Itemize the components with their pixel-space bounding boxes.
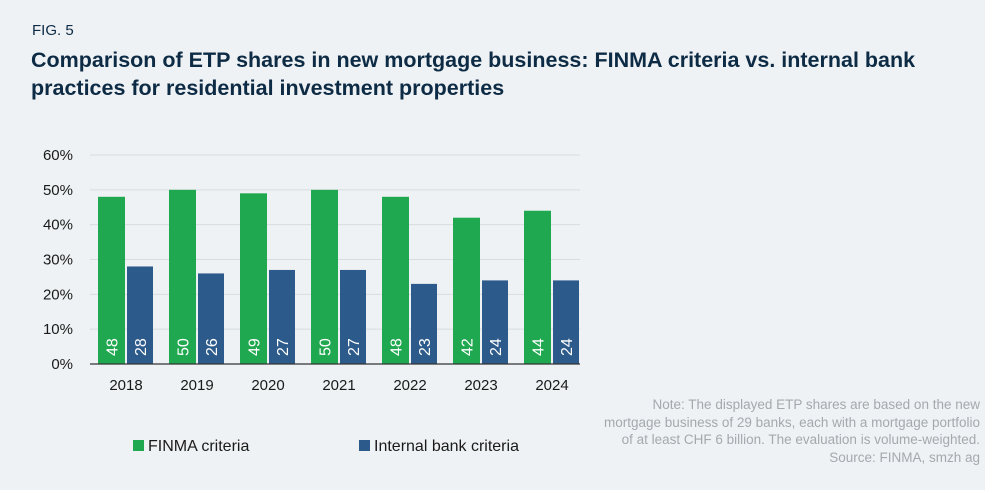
data-label: 23 <box>417 338 434 356</box>
x-tick-label: 2020 <box>251 377 284 394</box>
x-tick-label: 2023 <box>464 377 497 394</box>
note-line: Note: The displayed ETP shares are based… <box>652 397 980 412</box>
bar-internal <box>553 280 579 364</box>
bar-finma <box>311 189 338 364</box>
chart-panel <box>0 0 985 490</box>
legend-label: Internal bank criteria <box>374 438 519 455</box>
bar-finma <box>453 217 480 364</box>
chart-title: Comparison of ETP shares in new mortgage… <box>31 48 916 100</box>
chart-note: Note: The displayed ETP shares are based… <box>560 396 980 466</box>
bar-finma <box>98 196 125 364</box>
y-tick-label: 30% <box>43 252 73 269</box>
x-tick-label: 2024 <box>535 377 568 394</box>
y-tick-label: 60% <box>43 147 73 164</box>
bar-internal <box>127 266 153 364</box>
bar-finma <box>240 193 267 364</box>
data-label: 50 <box>318 338 335 356</box>
data-label: 28 <box>133 338 150 356</box>
bar-internal <box>340 269 366 364</box>
bar-internal <box>269 269 295 364</box>
legend-swatch <box>359 440 370 451</box>
bar-internal <box>198 273 224 364</box>
bar-finma <box>524 210 551 364</box>
data-label: 26 <box>204 338 221 356</box>
y-tick-label: 10% <box>43 321 73 338</box>
x-tick-label: 2021 <box>322 377 355 394</box>
bar-finma <box>382 196 409 364</box>
y-tick-label: 40% <box>43 217 73 234</box>
x-tick-label: 2018 <box>109 377 142 394</box>
data-label: 49 <box>247 338 264 356</box>
data-label: 42 <box>460 338 477 356</box>
data-label: 24 <box>559 338 576 356</box>
data-label: 48 <box>389 338 406 356</box>
data-label: 27 <box>346 338 363 356</box>
x-tick-label: 2022 <box>393 377 426 394</box>
y-tick-label: 0% <box>51 356 73 373</box>
legend-label: FINMA criteria <box>148 438 249 455</box>
data-label: 50 <box>176 338 193 356</box>
figure-label: FIG. 5 <box>32 22 74 39</box>
y-tick-label: 20% <box>43 286 73 303</box>
bar-finma <box>169 189 196 364</box>
data-label: 48 <box>105 338 122 356</box>
y-tick-label: 50% <box>43 182 73 199</box>
note-line: mortgage business of 29 banks, each with… <box>604 414 980 430</box>
legend-swatch <box>133 440 144 451</box>
bar-internal <box>482 280 508 364</box>
source-line: Source: FINMA, smzh ag <box>829 449 980 465</box>
bar-internal <box>411 283 437 364</box>
data-label: 24 <box>488 338 505 356</box>
data-label: 44 <box>531 338 548 356</box>
x-tick-label: 2019 <box>180 377 213 394</box>
data-label: 27 <box>275 338 292 356</box>
note-line: of at least CHF 6 billion. The evaluatio… <box>621 432 980 447</box>
